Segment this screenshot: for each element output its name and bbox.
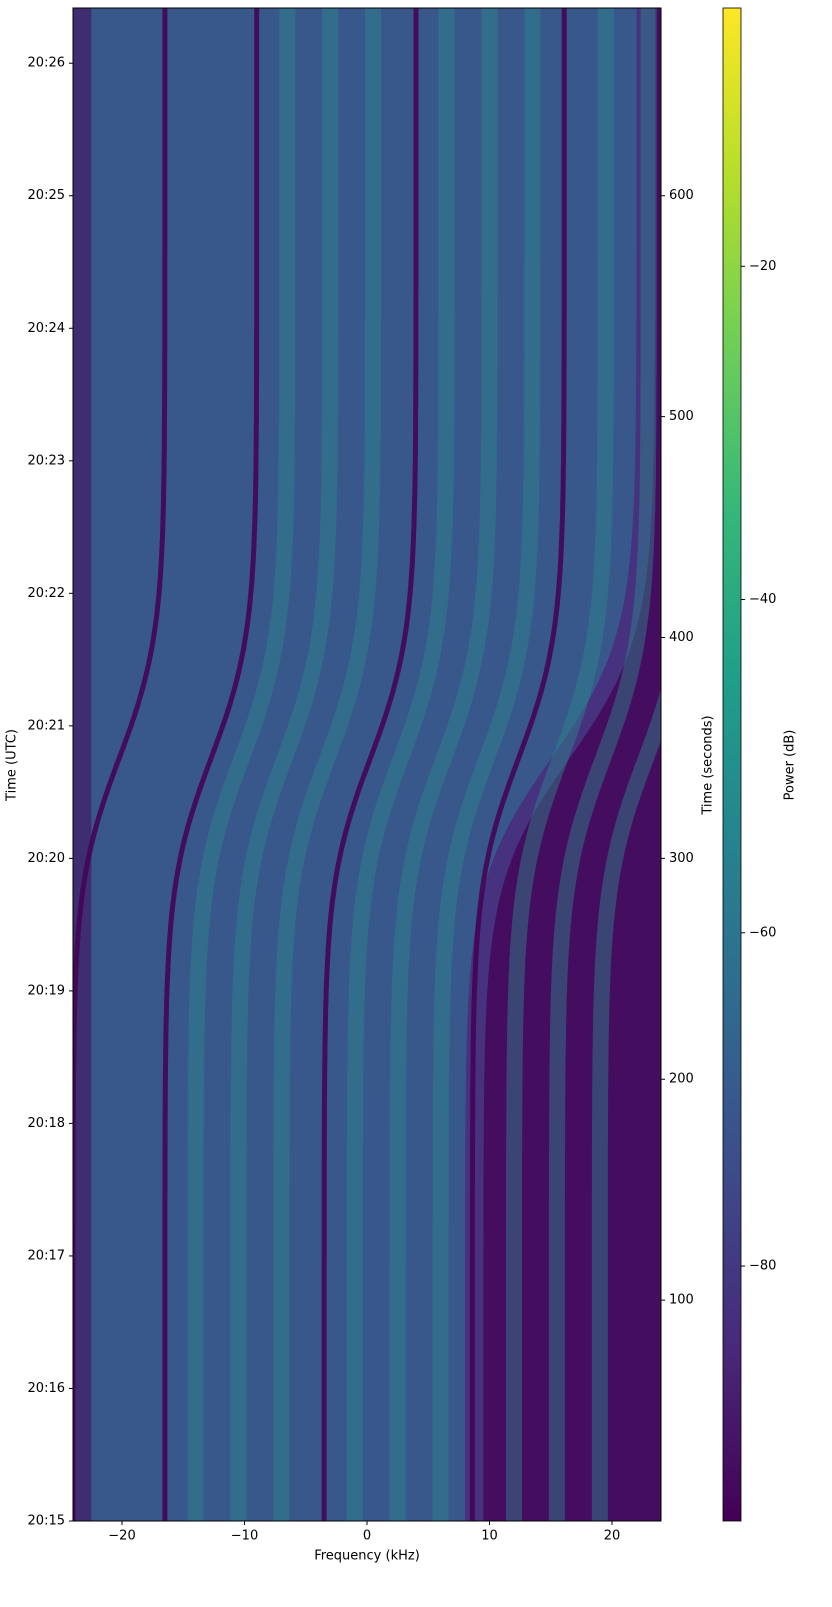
y-tick-label: 20:17 <box>28 1248 65 1263</box>
signal-band <box>187 8 296 1521</box>
x-tick-label: −10 <box>231 1529 258 1544</box>
left-edge <box>73 8 92 1521</box>
y-tick-label: 20:24 <box>28 321 65 336</box>
y-tick-label: 20:19 <box>28 983 65 998</box>
notch <box>321 8 419 1521</box>
y-tick-label: 20:23 <box>28 453 65 468</box>
signal-band <box>346 8 455 1521</box>
signal-band <box>506 8 614 1521</box>
y-tick-label: 20:22 <box>28 586 65 601</box>
x-tick-label: 20 <box>604 1529 621 1544</box>
y-tick-label: 20:25 <box>28 188 65 203</box>
signal-band <box>432 8 541 1521</box>
y-tick-label: 20:15 <box>28 1514 65 1529</box>
noise-region <box>483 8 661 1521</box>
y-tick-label: 20:26 <box>28 56 65 71</box>
y-tick-label: 20:16 <box>28 1381 65 1396</box>
signal-band <box>230 8 339 1521</box>
spectrogram <box>73 8 661 1521</box>
colorbar-tick-label: −80 <box>749 1259 776 1274</box>
y2-tick-label: 300 <box>669 851 694 866</box>
signal-band <box>273 8 382 1521</box>
y2-tick-label: 400 <box>669 630 694 645</box>
colorbar <box>722 7 742 1522</box>
y-axis-label: Time (UTC) <box>5 729 20 802</box>
x-tick-label: 10 <box>481 1529 498 1544</box>
y2-tick-label: 200 <box>669 1072 694 1087</box>
signal-band <box>548 8 657 1521</box>
y-tick-label: 20:18 <box>28 1116 65 1131</box>
colorbar-label: Power (dB) <box>783 730 798 801</box>
y2-axis-label: Time (seconds) <box>701 715 716 815</box>
x-axis-label: Frequency (kHz) <box>314 1549 420 1564</box>
colorbar-tick-label: −20 <box>749 259 776 274</box>
y-tick-label: 20:20 <box>28 851 65 866</box>
y2-tick-label: 600 <box>669 188 694 203</box>
colorbar-tick-label: −40 <box>749 592 776 607</box>
y2-tick-label: 100 <box>669 1293 694 1308</box>
y2-tick-label: 500 <box>669 409 694 424</box>
notch <box>469 8 567 1521</box>
notch <box>73 8 168 1521</box>
signal-band <box>389 8 498 1521</box>
notch <box>162 8 260 1521</box>
signal-region <box>73 8 637 1521</box>
x-tick-label: −20 <box>108 1529 135 1544</box>
colorbar-tick-label: −60 <box>749 925 776 940</box>
x-tick-label: 0 <box>363 1529 371 1544</box>
y-tick-label: 20:21 <box>28 718 65 733</box>
signal-band <box>591 688 661 1521</box>
